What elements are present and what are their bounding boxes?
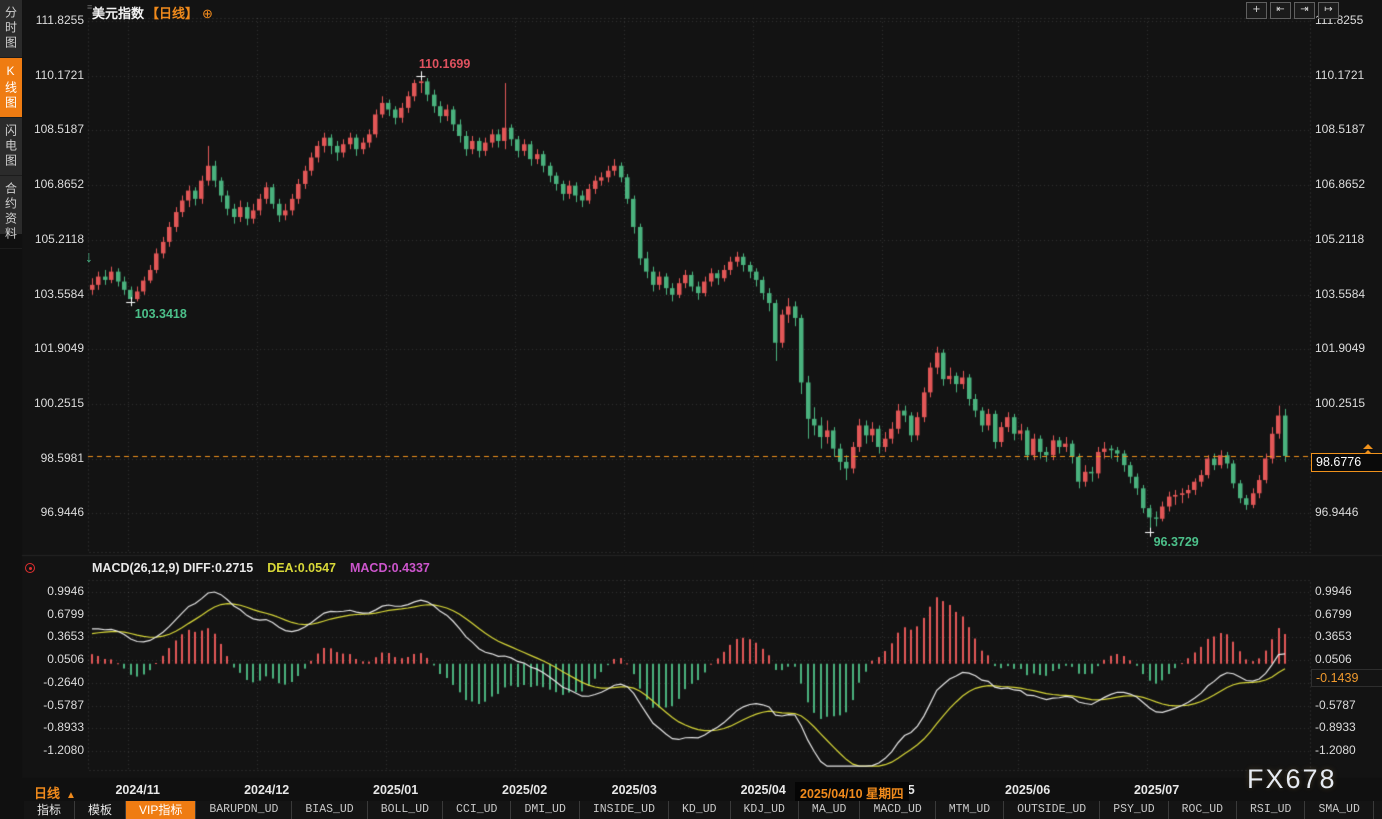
pan-tool-button[interactable]: + — [1246, 2, 1267, 19]
x-axis-month-2025/02: 2025/02 — [502, 783, 548, 797]
price-tick-left-106.8652: 106.8652 — [33, 177, 84, 192]
price-tick-right-96.9446: 96.9446 — [1315, 505, 1359, 520]
price-tick-left-100.2515: 100.2515 — [33, 395, 84, 410]
macd-tick-right--0.5787: -0.5787 — [1315, 697, 1356, 712]
macd-tick-right-0.3653: 0.3653 — [1315, 629, 1352, 644]
tab-BIAS_UD[interactable]: BIAS_UD — [292, 801, 368, 819]
tab-MA_UD[interactable]: MA_UD — [799, 801, 861, 819]
macd-tick-left--0.8933: -0.8933 — [43, 720, 84, 735]
price-tick-left-108.5187: 108.5187 — [33, 122, 84, 137]
tab-OUTSIDE_UD[interactable]: OUTSIDE_UD — [1004, 801, 1101, 819]
macd-tick-left-0.9946: 0.9946 — [47, 584, 84, 598]
tab-SMA_UD[interactable]: SMA_UD — [1305, 801, 1374, 819]
price-tick-left-103.5584: 103.5584 — [33, 286, 84, 301]
tab-MACD_UD[interactable]: MACD_UD — [860, 801, 936, 819]
macd-tick-right-0.6799: 0.6799 — [1315, 606, 1352, 621]
tab-VR_UD[interactable]: VR_UD — [1374, 801, 1382, 819]
price-tick-left-98.5981: 98.5981 — [40, 450, 84, 465]
panel-drag-handle-icon[interactable]: ≡ — [87, 2, 93, 12]
compress-right-button[interactable]: ⇥ — [1294, 2, 1315, 19]
x-axis-month-2024/12: 2024/12 — [244, 783, 290, 797]
macd-tick-left-0.6799: 0.6799 — [47, 606, 84, 621]
tab-VIP指标[interactable]: VIP指标 — [126, 801, 197, 819]
left-sidebar: 分时图 K线图 闪电图 合约资料 — [0, 0, 22, 249]
tab-CCI_UD[interactable]: CCI_UD — [443, 801, 512, 819]
macd-tick-left--0.5787: -0.5787 — [43, 697, 84, 712]
sidebar-item-闪电图[interactable]: 闪电图 — [0, 118, 22, 176]
macd-params-label: MACD(26,12,9) DIFF:0.2715 — [92, 561, 254, 575]
tab-INSIDE_UD[interactable]: INSIDE_UD — [580, 801, 669, 819]
period-tag: 【日线】 — [146, 6, 199, 21]
price-tick-right-105.2118: 105.2118 — [1315, 231, 1365, 246]
price-tick-right-100.2515: 100.2515 — [1315, 395, 1366, 410]
tab-BOLL_UD[interactable]: BOLL_UD — [368, 801, 444, 819]
period-selector[interactable]: 日线 ▲ — [34, 786, 76, 801]
low-price-annotation-2: 96.3729 — [1153, 535, 1199, 550]
tab-ROC_UD[interactable]: ROC_UD — [1169, 801, 1238, 819]
sidebar-item-K线图[interactable]: K线图 — [0, 58, 22, 118]
tab-MTM_UD[interactable]: MTM_UD — [936, 801, 1005, 819]
indicator-settings-icon[interactable] — [25, 563, 35, 573]
price-tick-right-108.5187: 108.5187 — [1315, 122, 1366, 137]
price-tick-right-101.9049: 101.9049 — [1315, 341, 1366, 356]
goto-latest-button[interactable]: ↦ — [1318, 2, 1339, 19]
sidebar-item-合约资料[interactable]: 合约资料 — [0, 176, 22, 249]
price-tick-left-101.9049: 101.9049 — [33, 341, 84, 356]
price-tick-left-110.1721: 110.1721 — [34, 67, 84, 82]
compress-left-button[interactable]: ⇤ — [1270, 2, 1291, 19]
macd-dea-label: DEA:0.0547 — [267, 561, 336, 575]
price-tick-left-111.8255: 111.8255 — [35, 13, 84, 27]
chart-title: 美元指数 【日线】 ⊕ — [92, 3, 213, 22]
indicator-tab-bar: 指标 模板 VIP指标 BARUPDN_UD BIAS_UD BOLL_UD CCI_UD D… — [24, 801, 1382, 819]
macd-tick-left-0.0506: 0.0506 — [47, 652, 84, 667]
add-circle-icon[interactable]: ⊕ — [202, 6, 213, 21]
fx678-watermark: FX678 — [1247, 764, 1337, 794]
macd-header: MACD(26,12,9) DIFF:0.2715 DEA:0.0547 MACD:… — [92, 561, 430, 575]
low-price-annotation-1: 103.3418 — [134, 306, 187, 321]
tab-指标[interactable]: 指标 — [24, 801, 76, 819]
symbol-name: 美元指数 — [92, 6, 145, 21]
tab-模板[interactable]: 模板 — [75, 801, 127, 819]
sidebar-item-分时图[interactable]: 分时图 — [0, 0, 22, 58]
price-tick-right-106.8652: 106.8652 — [1315, 177, 1366, 192]
chart-toolbar-top-right: + ⇤ ⇥ ↦ — [1246, 2, 1339, 19]
x-axis-month-2025/06: 2025/06 — [1005, 783, 1051, 797]
x-axis-month-2025/07: 2025/07 — [1133, 783, 1180, 797]
macd-current-value-badge: -0.1439 — [1311, 669, 1382, 687]
tab-KDJ_UD[interactable]: KDJ_UD — [731, 801, 799, 819]
x-axis-month-2024/11: 2024/11 — [115, 783, 160, 797]
x-axis-row: 日线 ▲ 2024/11 2024/12 2025/01 2025/02 2025/03 2… — [0, 782, 1382, 803]
tab-BARUPDN_UD[interactable]: BARUPDN_UD — [196, 801, 293, 819]
tab-PSY_UD[interactable]: PSY_UD — [1100, 801, 1169, 819]
macd-tick-right--1.2080: -1.2080 — [1315, 742, 1356, 757]
high-price-annotation: 110.1699 — [418, 56, 471, 71]
price-tick-right-103.5584: 103.5584 — [1315, 286, 1366, 301]
macd-value-label: MACD:0.4337 — [349, 561, 430, 575]
tab-DMI_UD[interactable]: DMI_UD — [511, 801, 580, 819]
tab-KD_UD[interactable]: KD_UD — [669, 801, 731, 819]
chevron-up-icon: ▲ — [66, 790, 76, 801]
x-axis-month-2025/03: 2025/03 — [611, 783, 657, 797]
price-tick-right-110.1721: 110.1721 — [1315, 67, 1365, 82]
macd-tick-right-0.0506: 0.0506 — [1315, 652, 1352, 667]
macd-tick-right-0.9946: 0.9946 — [1315, 584, 1352, 598]
macd-tick-left-0.3653: 0.3653 — [47, 629, 84, 644]
crosshair-date-label: 2025/04/10 星期四 — [795, 782, 909, 803]
macd-tick-left--0.2640: -0.2640 — [43, 674, 84, 689]
x-axis-month-2025/04: 2025/04 — [740, 783, 786, 797]
price-tick-left-105.2118: 105.2118 — [34, 231, 84, 246]
tab-RSI_UD[interactable]: RSI_UD — [1237, 801, 1306, 819]
current-price-badge: 98.6776 — [1311, 453, 1382, 472]
scroll-left-arrow-icon[interactable]: ↓ — [85, 249, 93, 266]
price-tick-left-96.9446: 96.9446 — [40, 505, 84, 520]
x-axis-month-2025/01: 2025/01 — [373, 783, 419, 797]
macd-tick-right--0.8933: -0.8933 — [1315, 720, 1356, 735]
current-price-marker-icon — [1362, 444, 1374, 456]
macd-tick-left--1.2080: -1.2080 — [43, 742, 84, 757]
